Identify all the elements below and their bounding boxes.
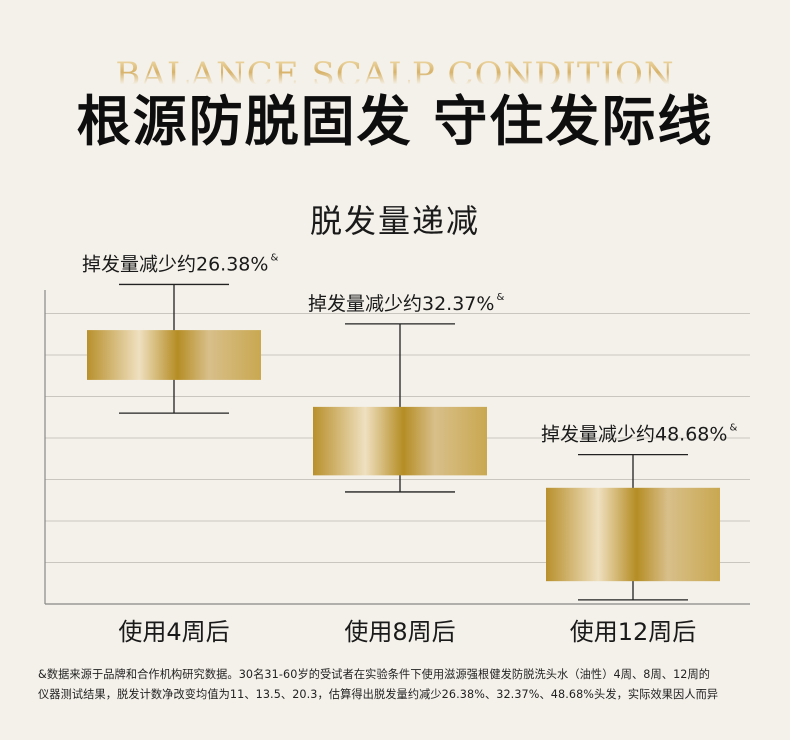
eyebrow-title: BALANCE SCALP CONDITION: [0, 58, 790, 84]
headline: 根源防脱固发 守住发际线: [76, 90, 714, 153]
footnote-line-1: &数据来源于品牌和合作机构研究数据。30名31-60岁的受试者在实验条件下使用滋…: [38, 668, 711, 681]
box-1: [87, 330, 261, 380]
annotation-mark-1: &: [270, 252, 278, 263]
category-label-1: 使用4周后: [118, 618, 229, 646]
box-3: [546, 487, 720, 582]
annotation-3: 掉发量减少约48.68%: [541, 424, 727, 446]
annotation-1: 掉发量减少约26.38%: [82, 253, 268, 275]
footnote-line-2: 仪器测试结果，脱发计数净改变均值为11、13.5、20.3，估算得出脱发量约减少…: [38, 688, 719, 701]
annotation-2: 掉发量减少约32.37%: [308, 293, 494, 315]
annotation-mark-3: &: [729, 423, 737, 434]
footnote: &数据来源于品牌和合作机构研究数据。30名31-60岁的受试者在实验条件下使用滋…: [38, 665, 758, 705]
box-2: [313, 406, 487, 476]
category-label-3: 使用12周后: [570, 618, 697, 646]
annotation-mark-2: &: [496, 292, 504, 303]
category-label-2: 使用8周后: [344, 618, 455, 646]
chart-title: 脱发量递减: [309, 202, 480, 240]
